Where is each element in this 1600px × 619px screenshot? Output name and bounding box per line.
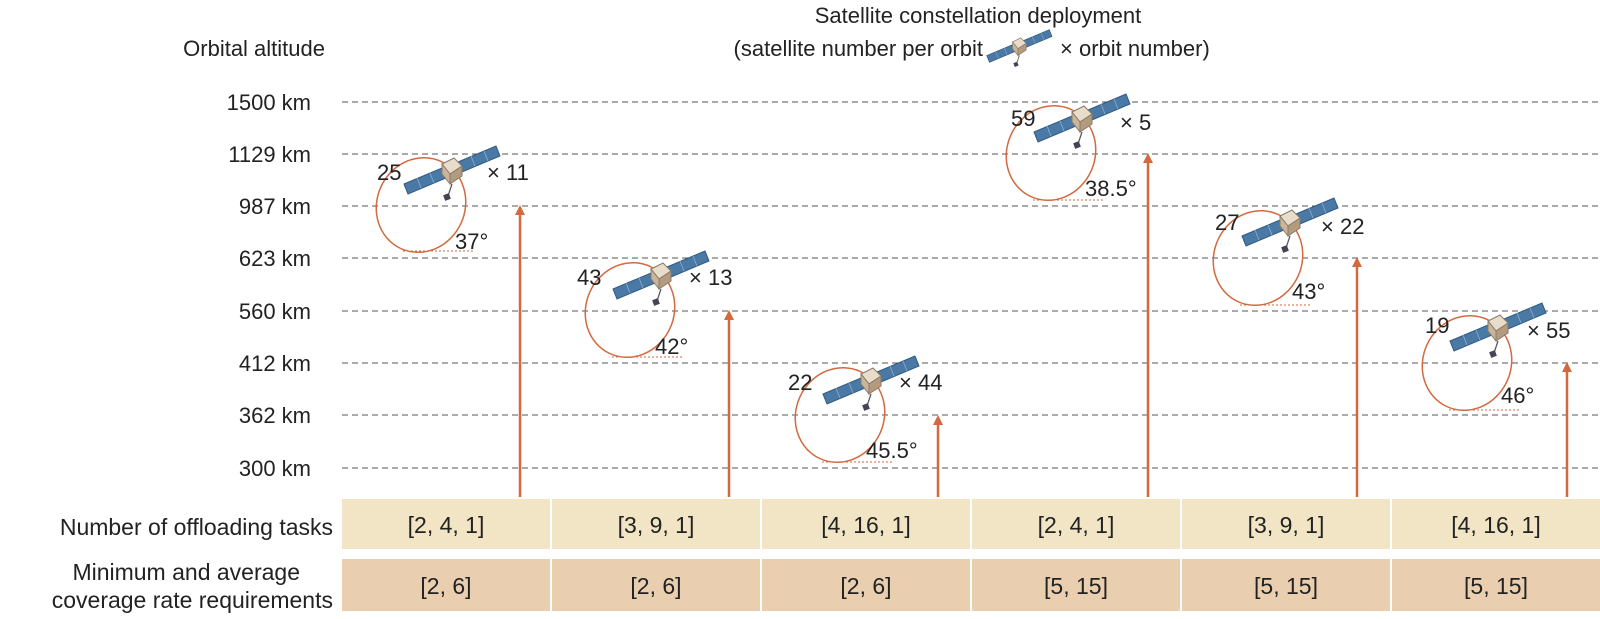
table-cell-value: [4, 16, 1]: [821, 512, 911, 538]
table-cell-value: [5, 15]: [1254, 573, 1318, 599]
satellites-per-orbit-label: 25: [377, 160, 401, 185]
orbit-ellipse: [794, 366, 886, 464]
altitude-labels: 1500 km 1129 km 987 km 623 km 560 km 412…: [227, 90, 311, 481]
orbit-count-label: × 11: [487, 160, 529, 185]
offloading-tasks-row: Number of offloading tasks [2, 4, 1] [3,…: [60, 499, 1600, 549]
table-cell-value: [2, 6]: [840, 573, 891, 599]
table-cell: [1182, 499, 1390, 549]
altitude-label: 362 km: [239, 403, 311, 428]
inclination-label: 46°: [1501, 383, 1534, 408]
inclination-label: 42°: [655, 334, 688, 359]
table-cell: [1182, 559, 1390, 611]
table-cell-value: [2, 4, 1]: [408, 512, 485, 538]
satellite-icon: [986, 29, 1053, 68]
table-cell: [342, 499, 550, 549]
orbit-ellipse: [375, 156, 467, 254]
orbit-ellipse: [1005, 104, 1097, 202]
altitude-grid: [342, 101, 1600, 469]
table-cell: [762, 499, 970, 549]
table-cell: [762, 559, 970, 611]
orbit-count-label: × 44: [899, 370, 942, 395]
table-cell: [972, 559, 1180, 611]
y-axis-label: Orbital altitude: [183, 36, 325, 61]
chart-title-line2-start: (satellite number per orbit: [734, 36, 983, 61]
table-cell-value: [2, 4, 1]: [1038, 512, 1115, 538]
altitude-label: 987 km: [239, 194, 311, 219]
satellites-per-orbit-label: 19: [1425, 313, 1449, 338]
row-label-offloading-tasks: Number of offloading tasks: [60, 514, 333, 540]
table-cell: [552, 559, 760, 611]
constellation-3: 22 × 44 45.5°: [788, 355, 943, 497]
constellation-4: 59 × 5 38.5°: [1005, 93, 1153, 497]
coverage-requirements-row: Minimum and average coverage rate requir…: [52, 559, 1600, 613]
table-cell-value: [2, 6]: [630, 573, 681, 599]
orbit-count-label: × 55: [1527, 318, 1570, 343]
table-cell-value: [5, 15]: [1044, 573, 1108, 599]
row-label-coverage-line2: coverage rate requirements: [52, 587, 333, 613]
constellation-5: 27 × 22 43°: [1212, 197, 1364, 497]
table-cell-value: [4, 16, 1]: [1451, 512, 1541, 538]
row-label-coverage-line1: Minimum and average: [72, 559, 300, 585]
orbit-ellipse: [1421, 314, 1513, 412]
chart-title-line1: Satellite constellation deployment: [815, 3, 1142, 28]
orbit-ellipse: [584, 261, 676, 359]
table-cell-value: [2, 6]: [420, 573, 471, 599]
inclination-label: 45.5°: [866, 438, 918, 463]
table-cell: [1392, 499, 1600, 549]
chart-title-line2-end: × orbit number): [1060, 36, 1210, 61]
altitude-label: 560 km: [239, 299, 311, 324]
table-cell: [972, 499, 1180, 549]
inclination-label: 37°: [455, 229, 488, 254]
satellites-per-orbit-label: 22: [788, 370, 812, 395]
table-cell-value: [3, 9, 1]: [618, 512, 695, 538]
orbit-count-label: × 5: [1120, 110, 1151, 135]
altitude-label: 1500 km: [227, 90, 311, 115]
orbit-count-label: × 13: [689, 265, 732, 290]
satellites-per-orbit-label: 43: [577, 265, 601, 290]
constellation-1: 25 × 11 37°: [375, 145, 529, 497]
table-cell-value: [3, 9, 1]: [1248, 512, 1325, 538]
altitude-label: 300 km: [239, 456, 311, 481]
altitude-label: 1129 km: [228, 142, 311, 167]
orbit-ellipse: [1212, 209, 1304, 307]
table-cell: [342, 559, 550, 611]
orbit-count-label: × 22: [1321, 214, 1364, 239]
inclination-label: 43°: [1292, 279, 1325, 304]
inclination-label: 38.5°: [1085, 176, 1137, 201]
table-cell: [552, 499, 760, 549]
altitude-label: 412 km: [239, 351, 311, 376]
satellites-per-orbit-label: 27: [1215, 210, 1239, 235]
constellation-2: 43 × 13 42°: [577, 250, 734, 497]
constellation-6: 19 × 55 46°: [1421, 302, 1572, 497]
table-cell-value: [5, 15]: [1464, 573, 1528, 599]
table-cell: [1392, 559, 1600, 611]
altitude-label: 623 km: [239, 246, 311, 271]
satellites-per-orbit-label: 59: [1011, 106, 1035, 131]
